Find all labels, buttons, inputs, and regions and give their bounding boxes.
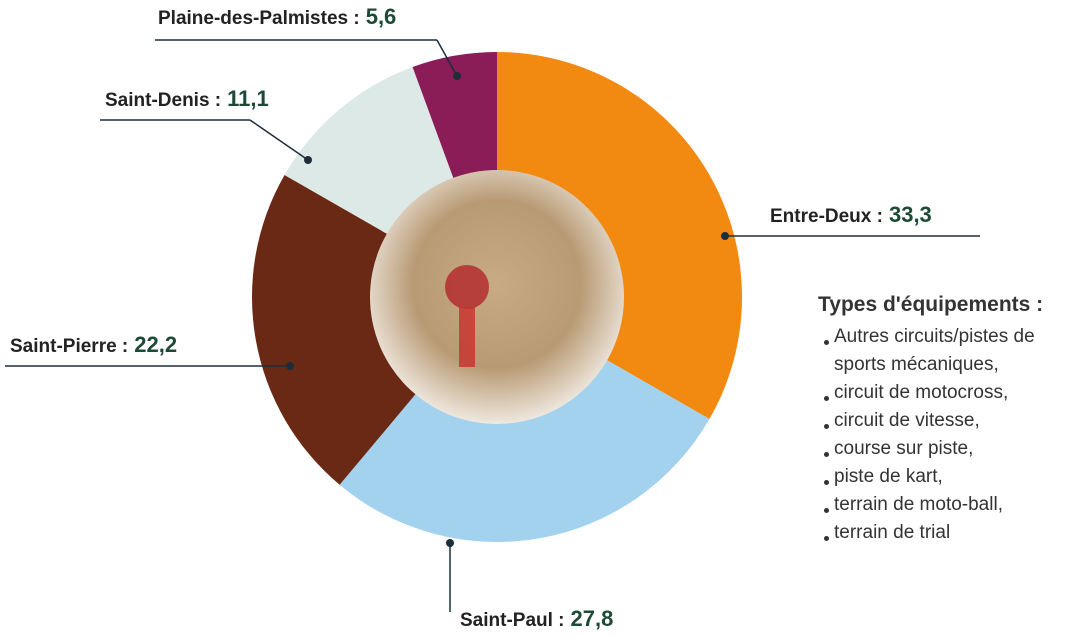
center-photo (370, 170, 624, 424)
legend-item: circuit de vitesse, (824, 407, 1059, 435)
legend-item: course sur piste, (824, 435, 1059, 463)
leader-dot (446, 539, 454, 547)
category-label: Plaine-des-Palmistes : (158, 8, 360, 29)
legend: Types d'équipements : Autres circuits/pi… (812, 293, 1082, 547)
value-label: 22,2 (134, 332, 177, 357)
page: Entre-Deux : 33,3 Saint-Paul : 27,8 Saint-Pi… (0, 0, 1087, 639)
value-label: 11,1 (227, 86, 269, 111)
legend-title: Types d'équipements : (818, 293, 1082, 317)
slice-label: Entre-Deux : 33,3 (770, 202, 932, 227)
category-label: Saint-Pierre : (10, 336, 128, 357)
leader-dot (286, 362, 294, 370)
leader-dot (304, 156, 312, 164)
leader-dot (721, 232, 729, 240)
leader-line (250, 120, 308, 160)
leader-dot (453, 72, 461, 80)
category-label: Saint-Paul : (460, 610, 565, 631)
value-label: 5,6 (366, 4, 397, 29)
slice-label: Plaine-des-Palmistes : 5,6 (158, 4, 396, 29)
rider (445, 265, 489, 309)
slice-label: Saint-Denis : 11,1 (105, 86, 269, 111)
category-label: Saint-Denis : (105, 90, 221, 111)
legend-item: terrain de moto-ball, (824, 491, 1059, 519)
bike (459, 307, 475, 367)
value-label: 27,8 (571, 606, 614, 631)
slice-label: Saint-Paul : 27,8 (460, 606, 613, 631)
legend-item: piste de kart, (824, 463, 1059, 491)
legend-item: terrain de trial (824, 519, 1059, 547)
legend-item: Autres circuits/pistes de sports mécaniq… (824, 323, 1059, 379)
slice-label: Saint-Pierre : 22,2 (10, 332, 177, 357)
category-label: Entre-Deux : (770, 206, 883, 227)
value-label: 33,3 (889, 202, 932, 227)
legend-item: circuit de motocross, (824, 379, 1059, 407)
legend-list: Autres circuits/pistes de sports mécaniq… (812, 323, 1082, 547)
